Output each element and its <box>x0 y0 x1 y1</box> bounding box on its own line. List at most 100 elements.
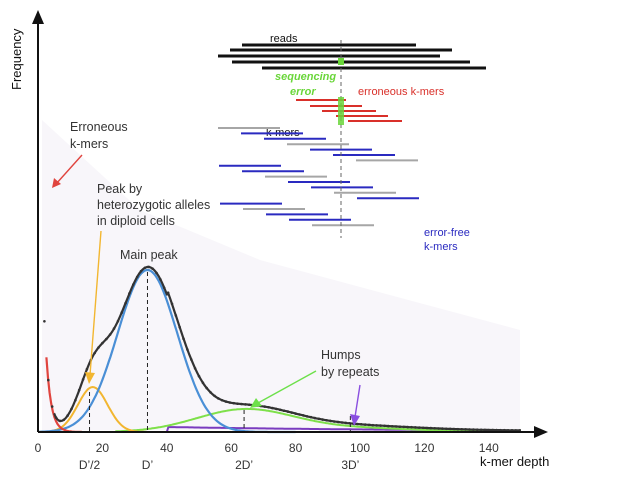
het-arrow <box>89 230 102 376</box>
observed-point <box>240 402 243 406</box>
observed-point <box>437 427 440 430</box>
observed-point <box>247 403 251 407</box>
observed-point <box>495 428 498 432</box>
observed-point <box>124 301 127 305</box>
observed-point <box>317 417 321 421</box>
observed-point <box>135 275 139 279</box>
x-tick-labels: 0 20 40 60 80 100 120 140 <box>35 441 499 455</box>
observed-point <box>271 406 274 410</box>
annotation-het-line2: heterozygotic alleles <box>97 198 210 212</box>
inset-erroneous-kmers-label: erroneous k-mers <box>358 86 445 98</box>
observed-point <box>128 292 131 295</box>
observed-point <box>228 401 232 404</box>
observed-point <box>236 402 239 406</box>
observed-point <box>101 341 104 345</box>
inset-error-free-line1: error-free <box>424 227 470 239</box>
observed-point <box>220 399 224 402</box>
inset-sequencing-error-mark <box>338 58 344 65</box>
observed-point <box>433 427 437 430</box>
observed-points <box>43 265 521 432</box>
observed-point <box>445 427 448 431</box>
observed-point <box>166 291 170 295</box>
observed-point <box>232 401 236 405</box>
observed-point <box>421 426 425 430</box>
observed-point <box>302 414 305 417</box>
x-tick-label: 60 <box>225 441 239 455</box>
observed-point <box>47 378 50 382</box>
observed-point <box>267 406 270 409</box>
multiple-label: D’ <box>142 458 153 472</box>
observed-point <box>332 420 336 423</box>
observed-point <box>387 424 390 428</box>
observed-point <box>309 415 313 419</box>
observed-point <box>182 337 185 341</box>
observed-point <box>178 325 181 329</box>
inset-bars <box>218 40 486 238</box>
tail-arrowhead <box>350 414 360 426</box>
inset-sequencing-error-line2: error <box>290 86 316 98</box>
observed-point <box>340 421 344 424</box>
observed-point <box>147 265 151 269</box>
observed-point <box>244 403 247 406</box>
observed-point <box>379 424 382 427</box>
observed-point <box>74 398 77 402</box>
observed-point <box>62 418 66 422</box>
observed-point <box>441 427 444 430</box>
observed-point <box>375 424 379 427</box>
observed-point <box>58 419 62 423</box>
y-axis-label: Frequency <box>9 28 24 90</box>
observed-point <box>479 428 483 432</box>
observed-point <box>120 311 123 314</box>
observed-point <box>464 428 467 431</box>
observed-point <box>97 346 100 349</box>
observed-point <box>108 333 112 336</box>
observed-point <box>186 348 189 351</box>
y-axis-arrowhead <box>32 10 44 24</box>
observed-point <box>417 426 421 429</box>
x-axis-label: k-mer depth <box>480 454 549 469</box>
x-tick-label: 40 <box>160 441 174 455</box>
observed-point <box>162 286 166 290</box>
observed-point <box>491 428 495 432</box>
observed-point <box>54 416 58 419</box>
x-tick-label: 120 <box>414 441 434 455</box>
observed-point <box>499 428 502 432</box>
humps-arrowhead <box>250 398 262 408</box>
observed-point <box>402 425 406 429</box>
observed-point <box>143 266 147 270</box>
observed-point <box>275 407 278 411</box>
observed-point <box>410 425 413 429</box>
distribution-curves <box>37 265 521 434</box>
observed-point <box>425 426 429 430</box>
observed-point <box>356 422 359 426</box>
tail-arrow <box>354 384 361 418</box>
observed-point <box>367 423 371 427</box>
reads-kmer-inset: reads sequencing error erroneous k-mers … <box>218 33 486 253</box>
observed-point <box>81 378 85 381</box>
observed-point <box>456 427 460 431</box>
observed-point <box>70 407 73 411</box>
observed-point <box>174 314 178 317</box>
observed-point <box>406 425 410 429</box>
observed-point <box>224 400 228 403</box>
x-axis-arrowhead <box>534 426 548 438</box>
observed-point <box>321 418 324 421</box>
observed-point <box>429 426 433 430</box>
multiples-markers <box>89 272 351 432</box>
observed-point <box>394 425 398 428</box>
observed-point <box>503 428 506 432</box>
observed-point <box>329 419 332 423</box>
het-arrowhead <box>85 372 95 384</box>
inset-error-free-line2: k-mers <box>424 241 458 253</box>
observed-point <box>487 428 491 432</box>
observed-point <box>193 367 197 370</box>
annotation-humps-line2: by repeats <box>321 365 379 379</box>
observed-point <box>383 424 386 428</box>
x-tick-label: 140 <box>479 441 499 455</box>
observed-point <box>468 428 471 431</box>
multiple-label: D’/2 <box>79 458 101 472</box>
inset-sequencing-error-line1: sequencing <box>275 71 336 83</box>
annotation-het-line1: Peak by <box>97 182 143 196</box>
observed-point <box>398 425 402 429</box>
observed-point <box>305 415 309 418</box>
